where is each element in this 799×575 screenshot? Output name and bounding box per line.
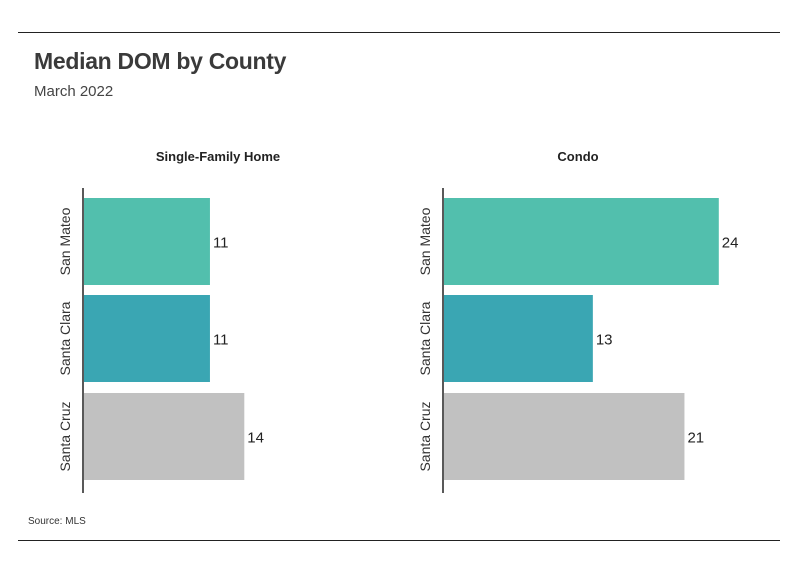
- bar-single-family-home-san-mateo: [84, 198, 210, 285]
- bar-condo-santa-clara: [444, 295, 593, 382]
- source-note: Source: MLS: [28, 516, 86, 527]
- chart-title: Median DOM by County: [34, 48, 287, 74]
- value-label-single-family-home-santa-cruz: 14: [247, 430, 264, 447]
- category-label-single-family-home-santa-clara: Santa Clara: [57, 301, 73, 375]
- value-label-single-family-home-san-mateo: 11: [213, 235, 229, 252]
- bar-single-family-home-santa-cruz: [84, 393, 245, 480]
- category-label-condo-santa-clara: Santa Clara: [417, 301, 433, 375]
- value-label-condo-santa-cruz: 21: [687, 430, 704, 447]
- panel-title-condo: Condo: [557, 149, 598, 164]
- category-label-condo-san-mateo: San Mateo: [417, 207, 433, 275]
- category-label-single-family-home-san-mateo: San Mateo: [57, 207, 73, 275]
- bar-condo-san-mateo: [444, 198, 719, 285]
- chart-subtitle: March 2022: [34, 83, 114, 100]
- bar-condo-santa-cruz: [444, 393, 685, 480]
- value-label-single-family-home-santa-clara: 11: [213, 332, 229, 349]
- category-label-single-family-home-santa-cruz: Santa Cruz: [57, 401, 73, 471]
- top-rule: [18, 32, 780, 33]
- panel-title-single-family-home: Single-Family Home: [156, 149, 280, 164]
- category-label-condo-santa-cruz: Santa Cruz: [417, 401, 433, 471]
- bottom-rule: [18, 540, 780, 541]
- value-label-condo-santa-clara: 13: [596, 332, 613, 349]
- value-label-condo-san-mateo: 24: [722, 235, 739, 252]
- bar-single-family-home-santa-clara: [84, 295, 210, 382]
